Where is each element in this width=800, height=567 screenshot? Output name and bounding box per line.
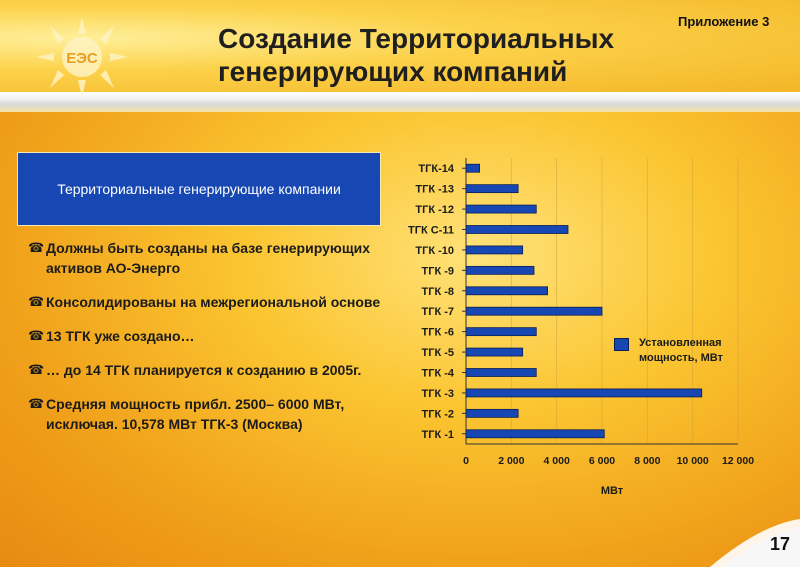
bar <box>465 388 703 398</box>
bar <box>465 245 524 255</box>
category-label: ТГК -13 <box>415 184 454 196</box>
bar <box>465 368 537 377</box>
category-label: ТГК -4 <box>421 368 454 380</box>
bar <box>465 184 519 194</box>
bullet-item: ☎ Средняя мощность прибл. 2500– 6000 МВт… <box>28 394 388 434</box>
bullet-text: Должны быть созданы на базе генерирующих… <box>46 240 371 276</box>
bar <box>465 163 480 173</box>
header-band <box>0 0 800 95</box>
page-number: 17 <box>770 534 791 554</box>
title-line-2: генерирующих компаний <box>218 56 568 87</box>
category-label: ТГК -9 <box>421 265 454 277</box>
bar <box>465 265 535 275</box>
bar <box>465 286 548 296</box>
category-label: ТГК -3 <box>421 388 454 400</box>
bullet-text: Консолидированы на межрегиональной основ… <box>46 294 381 310</box>
x-tick-label: 2 000 <box>498 455 524 467</box>
phone-icon: ☎ <box>28 362 45 377</box>
title-line-1: Создание Территориальных <box>218 23 615 54</box>
legend-label: Установленная мощность, МВт <box>639 337 723 364</box>
x-tick-label: 6 000 <box>589 455 615 467</box>
x-tick-label: 0 <box>463 455 469 467</box>
bar <box>465 408 519 418</box>
bullet-item: ☎ Должны быть созданы на базе генерирующ… <box>28 238 388 278</box>
category-label: ТГК -8 <box>421 286 454 298</box>
category-label: ТГК -10 <box>415 245 454 257</box>
category-label: ТГК С-11 <box>408 225 454 237</box>
bullet-item: ☎ … до 14 ТГК планируется к созданию в 2… <box>28 360 388 380</box>
bar <box>465 429 605 439</box>
bullet-text: … до 14 ТГК планируется к созданию в 200… <box>46 362 362 378</box>
phone-icon: ☎ <box>28 294 45 309</box>
bullet-text: Средняя мощность прибл. 2500– 6000 МВт, … <box>46 396 345 432</box>
panel-title: Территориальные генерирующие компании <box>57 181 341 197</box>
page-title: Создание Территориальных генерирующих ко… <box>218 22 688 88</box>
corner-decoration <box>710 519 800 567</box>
bullet-item: ☎ Консолидированы на межрегиональной осн… <box>28 292 388 312</box>
header-divider <box>0 92 800 112</box>
category-label: ТГК -7 <box>421 306 454 318</box>
x-tick-label: 12 000 <box>722 455 754 467</box>
category-label: ТГК -12 <box>415 204 454 216</box>
panel-title-box: Территориальные генерирующие компании <box>17 152 381 226</box>
category-label: ТГК -6 <box>421 327 454 339</box>
bullet-item: ☎ 13 ТГК уже создано… <box>28 326 388 346</box>
bullet-text: 13 ТГК уже создано… <box>46 328 195 344</box>
x-tick-label: 8 000 <box>634 455 660 467</box>
x-axis-label: МВт <box>601 485 624 497</box>
bar <box>465 327 537 337</box>
bullet-list: ☎ Должны быть созданы на базе генерирующ… <box>28 238 388 448</box>
bar <box>465 347 524 357</box>
x-tick-label: 10 000 <box>677 455 709 467</box>
category-label: ТГК -5 <box>421 347 454 359</box>
phone-icon: ☎ <box>28 396 45 411</box>
category-label: ТГК-14 <box>418 163 454 175</box>
eec-logo-icon: ЕЭС <box>36 17 128 97</box>
category-label: ТГК -1 <box>421 429 454 441</box>
phone-icon: ☎ <box>28 328 45 343</box>
capacity-bar-chart: ТГК-14 ТГК -13 ТГК -12 ТГК С-11 ТГК -10 ТГК -… <box>400 150 780 500</box>
x-tick-label: 4 000 <box>544 455 570 467</box>
bar <box>465 204 537 214</box>
phone-icon: ☎ <box>28 240 45 255</box>
appendix-label: Приложение 3 <box>678 14 770 29</box>
bar <box>465 306 603 316</box>
bar <box>465 225 569 234</box>
category-label: ТГК -2 <box>421 408 454 420</box>
svg-text:ЕЭС: ЕЭС <box>66 50 98 67</box>
legend-swatch <box>614 338 629 351</box>
